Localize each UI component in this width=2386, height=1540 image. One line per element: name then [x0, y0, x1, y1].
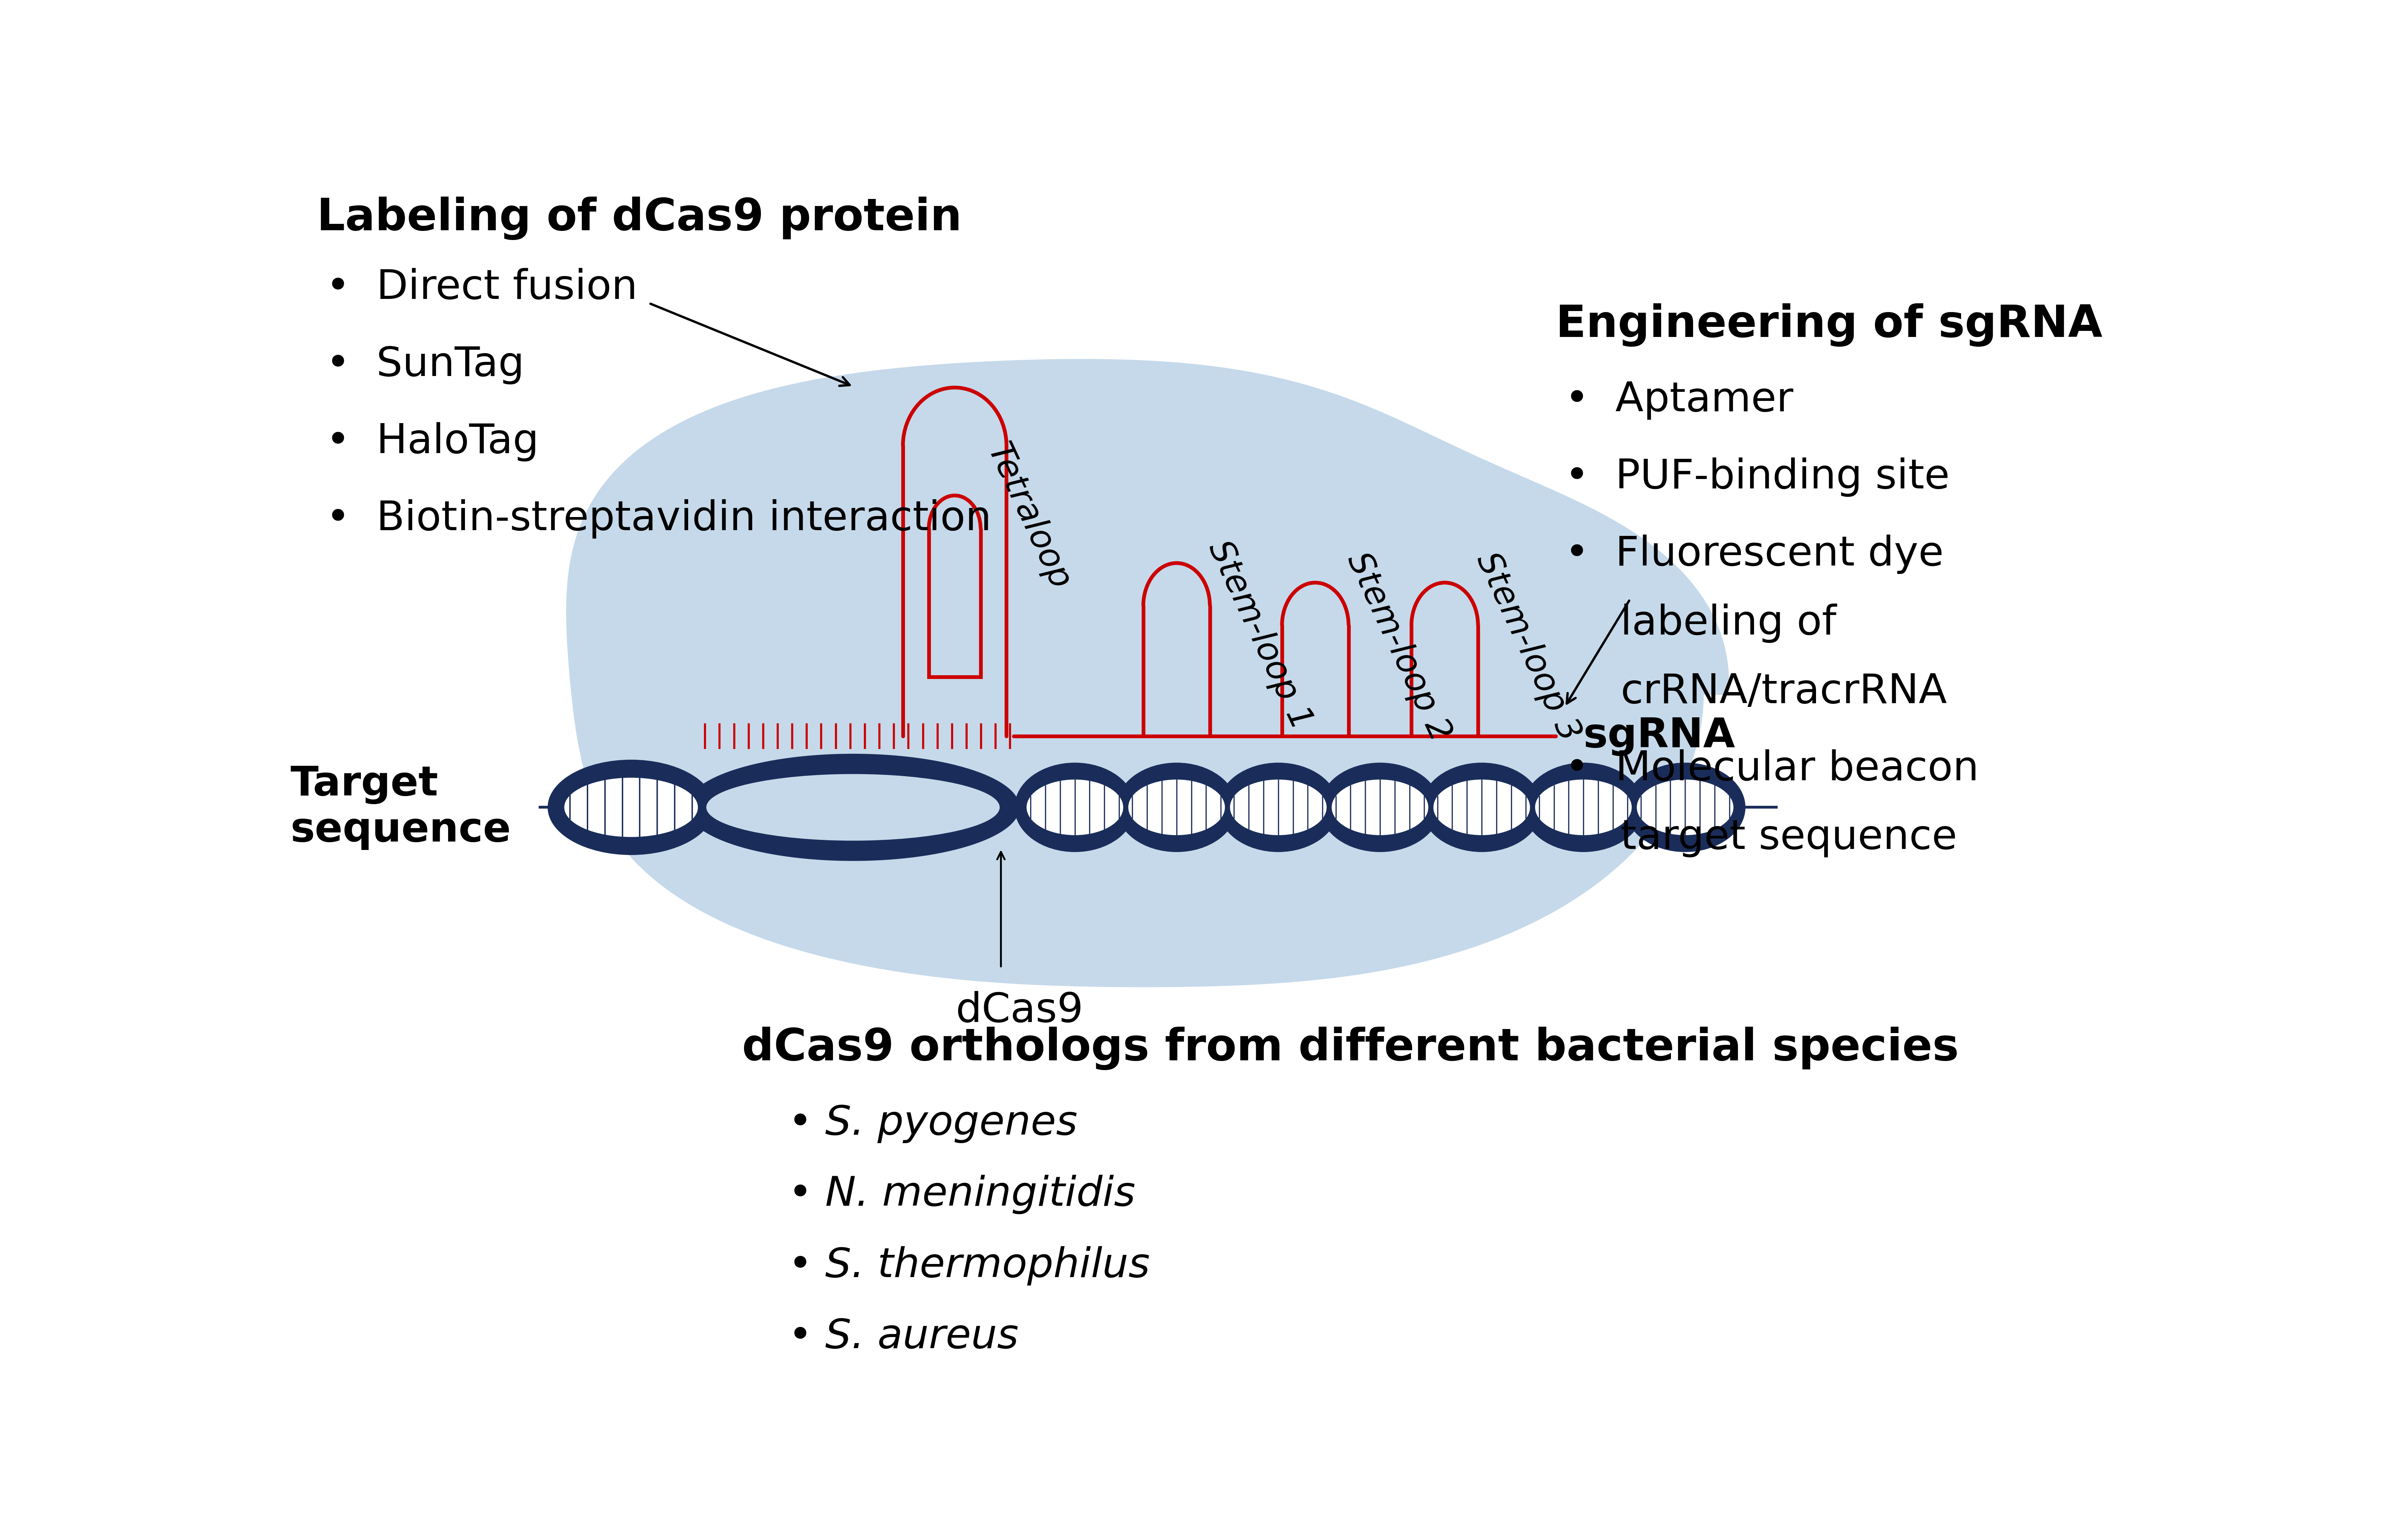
Text: •  SunTag: • SunTag	[327, 345, 525, 385]
Text: •  Aptamer: • Aptamer	[1565, 380, 1794, 420]
Ellipse shape	[1231, 779, 1327, 835]
Text: •  PUF-binding site: • PUF-binding site	[1565, 457, 1949, 497]
Text: dCas9: dCas9	[954, 992, 1083, 1030]
Ellipse shape	[549, 759, 713, 855]
Ellipse shape	[1534, 779, 1632, 835]
Ellipse shape	[1219, 762, 1339, 852]
Text: Engineering of sgRNA: Engineering of sgRNA	[1556, 303, 2102, 346]
Text: •  Molecular beacon: • Molecular beacon	[1565, 750, 1978, 788]
Ellipse shape	[1319, 762, 1441, 852]
Ellipse shape	[706, 775, 1000, 841]
Text: dCas9 orthologs from different bacterial species: dCas9 orthologs from different bacterial…	[742, 1027, 1959, 1070]
Ellipse shape	[1637, 779, 1732, 835]
Ellipse shape	[687, 755, 1019, 861]
Ellipse shape	[1014, 762, 1136, 852]
Text: S. thermophilus: S. thermophilus	[826, 1246, 1150, 1286]
Text: Tetraloop: Tetraloop	[981, 439, 1076, 594]
Text: S. aureus: S. aureus	[826, 1317, 1019, 1357]
Text: sgRNA: sgRNA	[1584, 716, 1735, 756]
Ellipse shape	[1625, 762, 1744, 852]
Text: labeling of: labeling of	[1620, 604, 1837, 642]
Text: •  HaloTag: • HaloTag	[327, 422, 539, 462]
Text: •: •	[787, 1175, 840, 1215]
Ellipse shape	[1522, 762, 1644, 852]
Text: Labeling of dCas9 protein: Labeling of dCas9 protein	[317, 197, 962, 240]
Text: Stem-loop 1: Stem-loop 1	[1203, 536, 1317, 735]
Text: Stem-loop 2: Stem-loop 2	[1341, 548, 1455, 747]
Ellipse shape	[565, 778, 697, 836]
Ellipse shape	[1026, 779, 1124, 835]
Ellipse shape	[1434, 779, 1529, 835]
Ellipse shape	[1117, 762, 1236, 852]
Text: •: •	[787, 1104, 840, 1143]
Text: •  Fluorescent dye: • Fluorescent dye	[1565, 534, 1945, 574]
Text: Stem-loop 3: Stem-loop 3	[1470, 548, 1587, 747]
Ellipse shape	[1331, 779, 1429, 835]
Text: •: •	[787, 1317, 840, 1357]
Text: S. pyogenes: S. pyogenes	[826, 1104, 1078, 1143]
Text: •  Biotin-streptavidin interaction: • Biotin-streptavidin interaction	[327, 499, 993, 539]
Text: target sequence: target sequence	[1620, 818, 1957, 858]
Text: Target
sequence: Target sequence	[291, 765, 511, 850]
Ellipse shape	[1422, 762, 1541, 852]
Text: •: •	[787, 1246, 840, 1286]
Polygon shape	[565, 359, 1730, 987]
Text: crRNA/tracrRNA: crRNA/tracrRNA	[1620, 671, 1947, 711]
Text: N. meningitidis: N. meningitidis	[826, 1175, 1136, 1215]
Ellipse shape	[1129, 779, 1224, 835]
Text: •  Direct fusion: • Direct fusion	[327, 268, 637, 306]
